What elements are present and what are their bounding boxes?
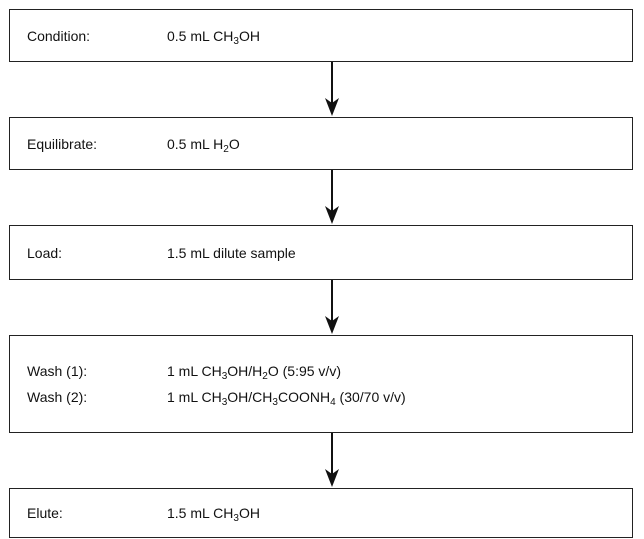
step-label: Elute: bbox=[27, 505, 63, 521]
arrow-head bbox=[325, 206, 339, 224]
step-box: Condition: 0.5 mL CH3OH bbox=[9, 9, 633, 62]
arrow-head bbox=[325, 469, 339, 487]
text-run: COONH bbox=[277, 389, 331, 405]
arrow-head bbox=[325, 316, 339, 334]
subscript: 3 bbox=[221, 371, 228, 382]
text-run: O (5:95 v/v) bbox=[267, 363, 341, 379]
step-content: 1.5 mL CH3OH bbox=[167, 500, 260, 526]
step-content: 1.5 mL dilute sample bbox=[167, 240, 296, 266]
text-run: 1 mL CH bbox=[167, 389, 222, 405]
step-line: Condition: 0.5 mL CH3OH bbox=[10, 23, 632, 49]
step-line: Wash (1): 1 mL CH3OH/H2O (5:95 v/v) bbox=[10, 358, 632, 384]
subscript: 3 bbox=[233, 35, 239, 47]
text-run: (30/70 v/v) bbox=[335, 389, 406, 405]
subscript: 2 bbox=[223, 143, 229, 155]
text-run: OH bbox=[238, 505, 260, 521]
subscript: 3 bbox=[233, 513, 239, 524]
step-line: Equilibrate: 0.5 mL H2O bbox=[10, 131, 632, 157]
step-content: 1 mL CH3OH/H2O (5:95 v/v) bbox=[167, 358, 341, 384]
text-run: 0.5 mL H bbox=[167, 135, 224, 152]
text-run: OH/H bbox=[227, 363, 263, 379]
text-run: O bbox=[228, 135, 240, 152]
subscript: 4 bbox=[330, 397, 336, 408]
text-run: 1.5 mL CH bbox=[167, 505, 234, 521]
step-line: Wash (2): 1 mL CH3OH/CH3COONH4 (30/70 v/v… bbox=[10, 384, 632, 410]
step-box: Equilibrate: 0.5 mL H2O bbox=[9, 117, 633, 170]
step-box: Wash (1): 1 mL CH3OH/H2O (5:95 v/v) Wash (… bbox=[9, 335, 633, 433]
step-label: Wash (1): bbox=[27, 363, 88, 379]
step-label: Condition: bbox=[27, 27, 91, 44]
step-line: Load: 1.5 mL dilute sample bbox=[10, 240, 632, 266]
arrow-head bbox=[325, 98, 339, 116]
text-run: 0.5 mL CH bbox=[167, 27, 234, 44]
step-label: Load: bbox=[27, 244, 63, 261]
text-run: OH/CH bbox=[227, 389, 273, 405]
step-label: Wash (2): bbox=[27, 389, 88, 405]
text-run: 1 mL CH bbox=[167, 363, 222, 379]
step-content: 1 mL CH3OH/CH3COONH4 (30/70 v/v) bbox=[167, 384, 406, 410]
step-content: 0.5 mL CH3OH bbox=[167, 23, 260, 49]
text-run: 1.5 mL dilute sample bbox=[167, 244, 296, 261]
subscript: 3 bbox=[272, 397, 278, 408]
text-run: OH bbox=[238, 27, 260, 44]
step-line: Elute: 1.5 mL CH3OH bbox=[10, 500, 632, 526]
subscript: 2 bbox=[262, 371, 268, 382]
subscript: 3 bbox=[221, 397, 228, 408]
step-content: 0.5 mL H2O bbox=[167, 131, 240, 157]
step-label: Equilibrate: bbox=[27, 135, 98, 152]
step-box: Load: 1.5 mL dilute sample bbox=[9, 225, 633, 280]
step-box: Elute: 1.5 mL CH3OH bbox=[9, 488, 633, 538]
